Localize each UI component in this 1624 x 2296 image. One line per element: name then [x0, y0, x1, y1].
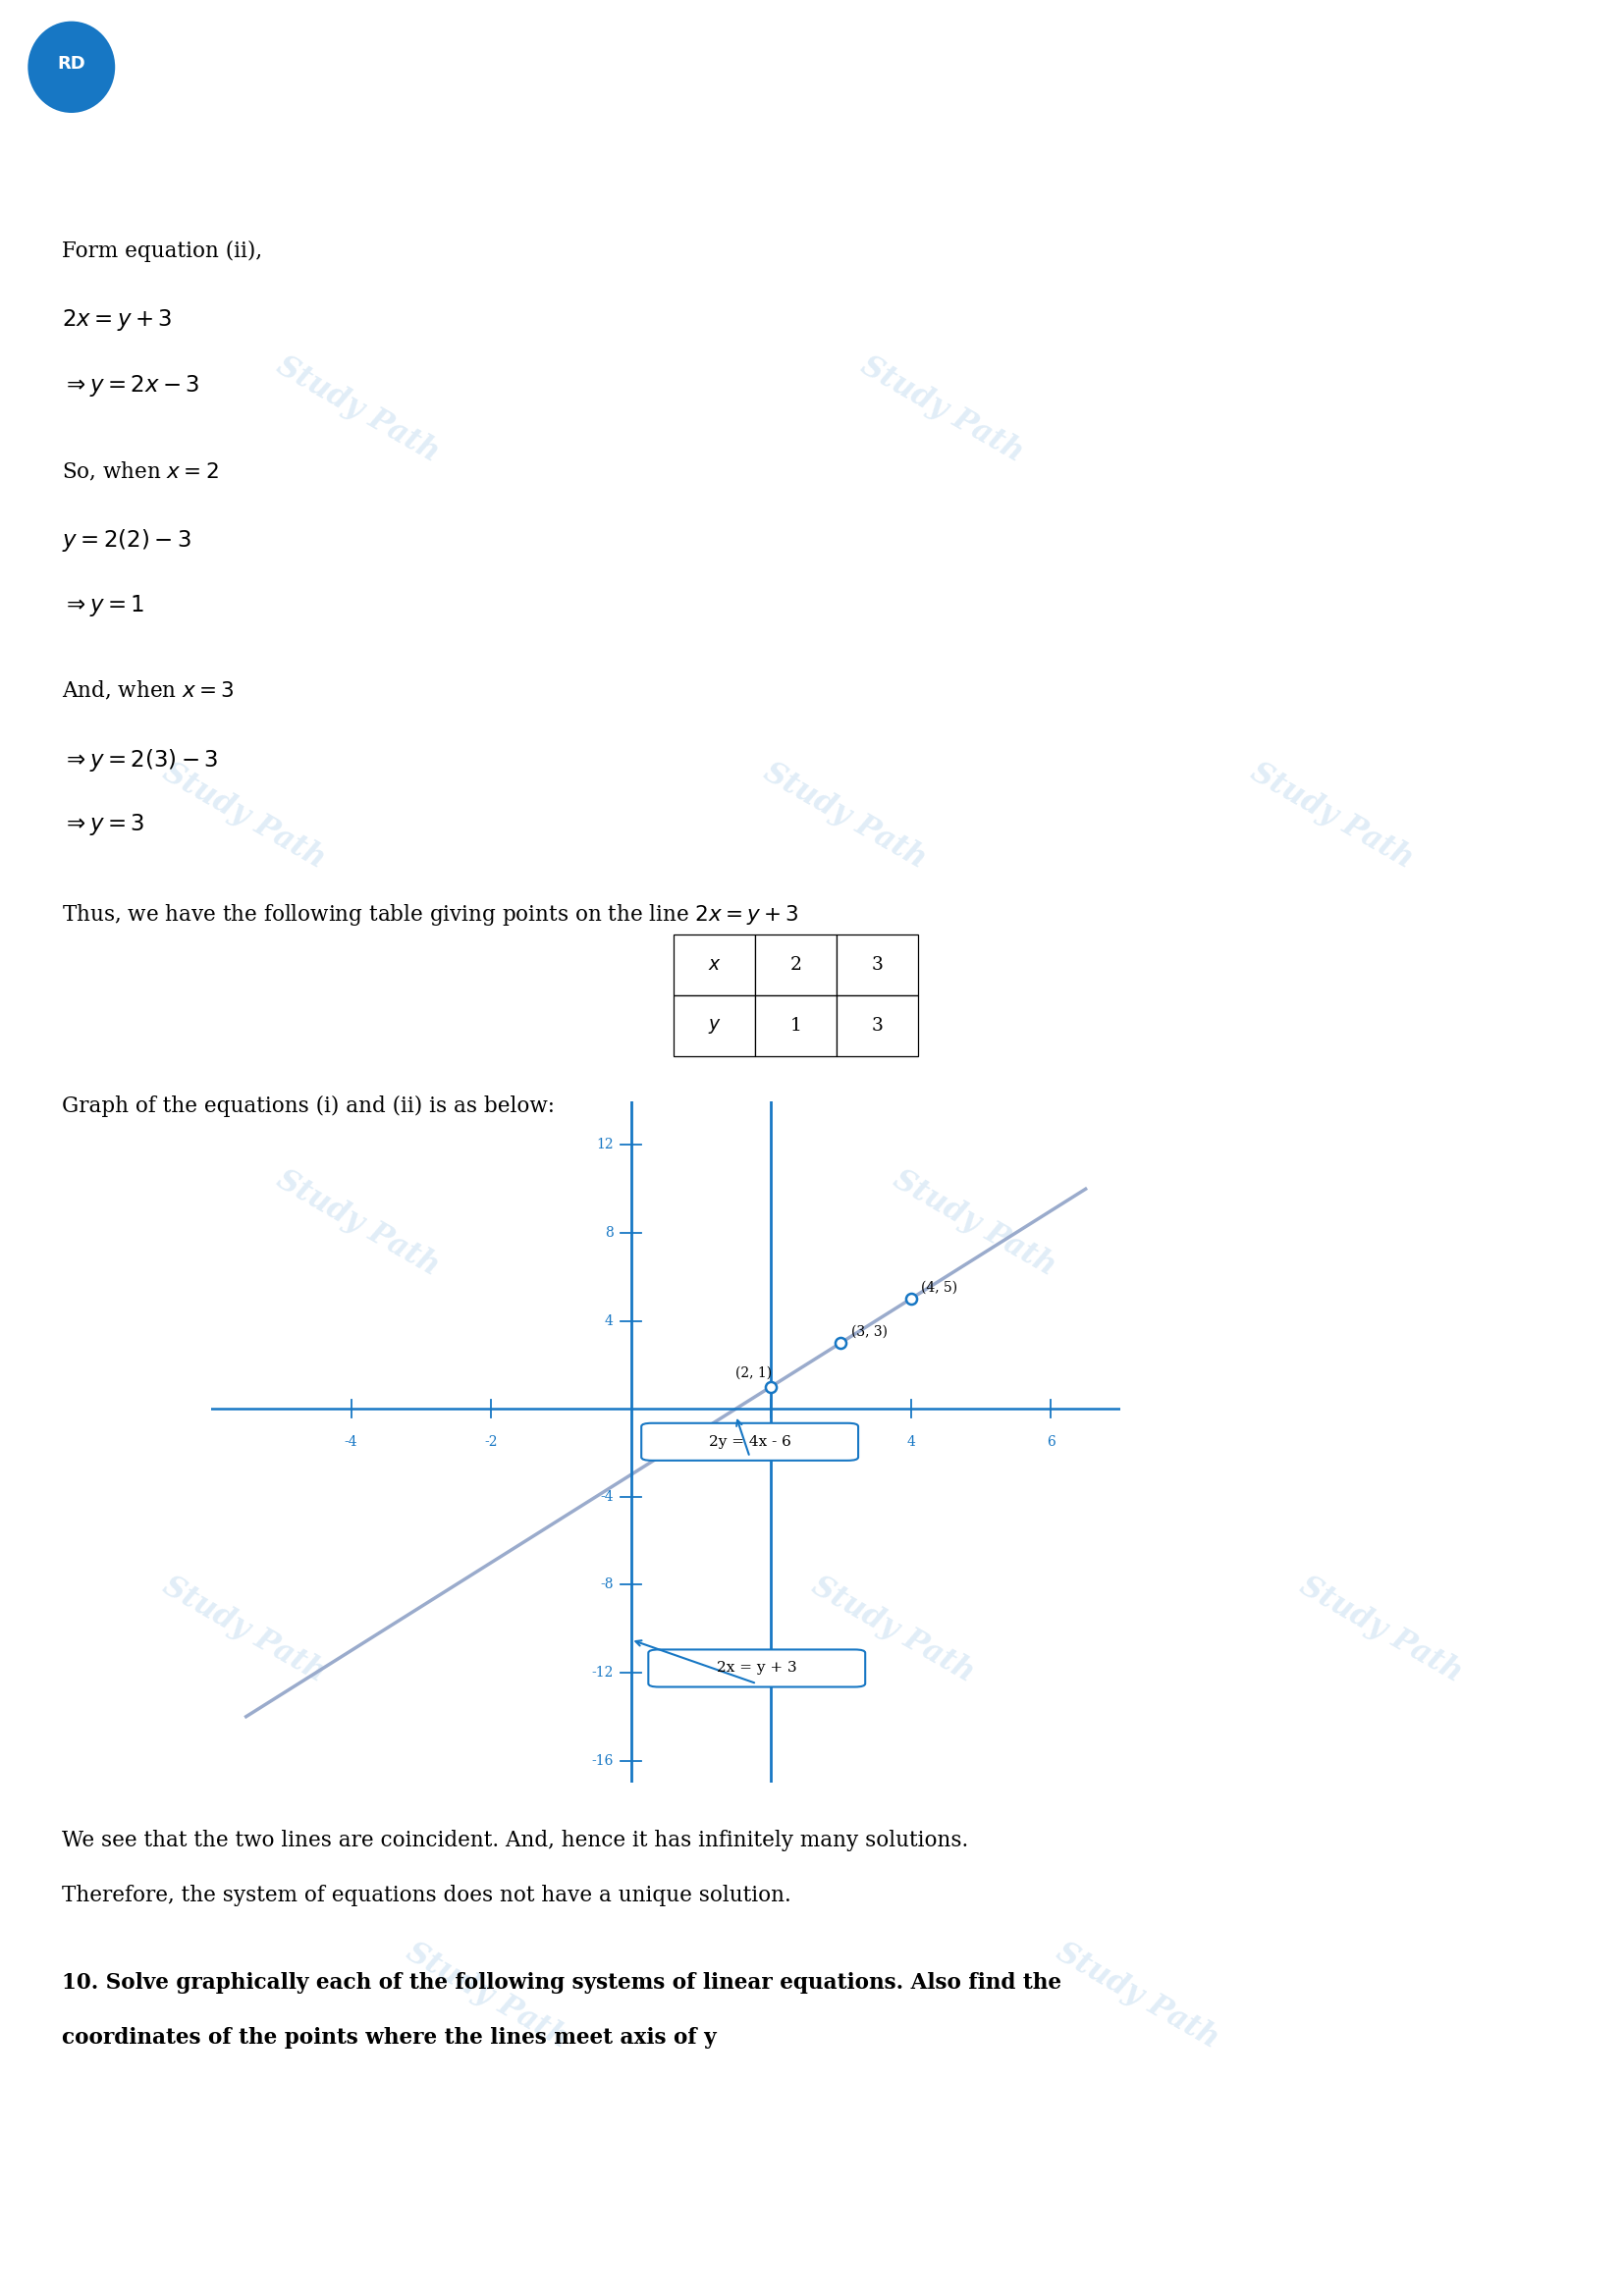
Text: Study Path: Study Path: [45, 135, 97, 145]
Text: Study Path: Study Path: [1051, 1938, 1223, 2055]
Text: $\Rightarrow y = 3$: $\Rightarrow y = 3$: [62, 813, 145, 838]
Text: $\Rightarrow y = 2x - 3$: $\Rightarrow y = 2x - 3$: [62, 372, 200, 397]
Text: -12: -12: [591, 1667, 614, 1678]
FancyBboxPatch shape: [836, 934, 918, 994]
FancyBboxPatch shape: [648, 1649, 866, 1688]
Text: Therefore, the system of equations does not have a unique solution.: Therefore, the system of equations does …: [62, 1885, 791, 1906]
FancyBboxPatch shape: [836, 994, 918, 1056]
Text: 1: 1: [789, 1017, 802, 1035]
Text: Graph of the equations (i) and (ii) is as below:: Graph of the equations (i) and (ii) is a…: [62, 1095, 555, 1116]
Text: Study Path: Study Path: [158, 758, 330, 875]
Text: 2y = 4x - 6: 2y = 4x - 6: [708, 1435, 791, 1449]
Text: -2: -2: [484, 1435, 497, 1449]
FancyBboxPatch shape: [755, 934, 836, 994]
Text: So, when $x = 2$: So, when $x = 2$: [62, 459, 219, 482]
Text: (4, 5): (4, 5): [921, 1281, 958, 1295]
Text: Page 16 of 42: Page 16 of 42: [745, 2236, 879, 2255]
Text: And, when $x = 3$: And, when $x = 3$: [62, 680, 234, 703]
Text: Study Path: Study Path: [401, 1938, 573, 2055]
Text: (2, 1): (2, 1): [736, 1366, 773, 1380]
Text: (3, 3): (3, 3): [851, 1325, 888, 1339]
Text: Maths – RD Sharma Solutions: Maths – RD Sharma Solutions: [661, 73, 963, 92]
Text: Thus, we have the following table giving points on the line $2x = y + 3$: Thus, we have the following table giving…: [62, 902, 799, 928]
Text: (1, -1): (1, -1): [711, 1437, 752, 1451]
Text: 12: 12: [596, 1139, 614, 1153]
Text: 8: 8: [604, 1226, 614, 1240]
Text: Study Path: Study Path: [888, 1164, 1060, 1281]
Text: 2: 2: [767, 1435, 775, 1449]
Text: -4: -4: [599, 1490, 614, 1504]
Text: RD: RD: [57, 55, 86, 73]
Text: -8: -8: [601, 1577, 614, 1591]
Text: coordinates of the points where the lines meet axis of y: coordinates of the points where the line…: [62, 2027, 716, 2048]
Text: $y = 2(2) - 3$: $y = 2(2) - 3$: [62, 528, 192, 553]
Text: $2x = y + 3$: $2x = y + 3$: [62, 308, 172, 333]
Text: -4: -4: [344, 1435, 357, 1449]
Text: 4: 4: [604, 1313, 614, 1327]
Text: 2x = y + 3: 2x = y + 3: [716, 1662, 797, 1676]
Text: Study Path: Study Path: [807, 1570, 979, 1690]
Text: $\Rightarrow y = 2(3) - 3$: $\Rightarrow y = 2(3) - 3$: [62, 746, 218, 774]
Text: Study Path: Study Path: [856, 351, 1028, 468]
FancyBboxPatch shape: [674, 994, 755, 1056]
Text: Form equation (ii),: Form equation (ii),: [62, 241, 261, 262]
Text: $\Rightarrow y = 1$: $\Rightarrow y = 1$: [62, 592, 145, 618]
Text: 3: 3: [870, 955, 883, 974]
Text: Study Path: Study Path: [271, 1164, 443, 1281]
Text: $y$: $y$: [708, 1017, 721, 1035]
Text: 6: 6: [1046, 1435, 1056, 1449]
FancyBboxPatch shape: [641, 1424, 857, 1460]
FancyBboxPatch shape: [674, 934, 755, 994]
Ellipse shape: [26, 21, 117, 115]
Text: Study Path: Study Path: [1294, 1570, 1466, 1690]
Text: Study Path: Study Path: [158, 1570, 330, 1690]
Text: Study Path: Study Path: [758, 758, 931, 875]
Text: We see that the two lines are coincident. And, hence it has infinitely many solu: We see that the two lines are coincident…: [62, 1830, 968, 1851]
Text: Class - 10: Class - 10: [755, 25, 869, 48]
Text: 4: 4: [906, 1435, 914, 1449]
Text: 10. Solve graphically each of the following systems of linear equations. Also fi: 10. Solve graphically each of the follow…: [62, 1972, 1060, 1993]
Text: Study Path: Study Path: [271, 351, 443, 468]
Text: Chapter 3: Pair of Linear Equations in Two Variables: Chapter 3: Pair of Linear Equations in T…: [565, 126, 1059, 145]
Text: $x$: $x$: [708, 955, 721, 974]
Text: -16: -16: [591, 1754, 614, 1768]
Text: 3: 3: [870, 1017, 883, 1035]
FancyBboxPatch shape: [755, 994, 836, 1056]
Text: 2: 2: [789, 955, 802, 974]
Text: Study Path: Study Path: [1246, 758, 1418, 875]
